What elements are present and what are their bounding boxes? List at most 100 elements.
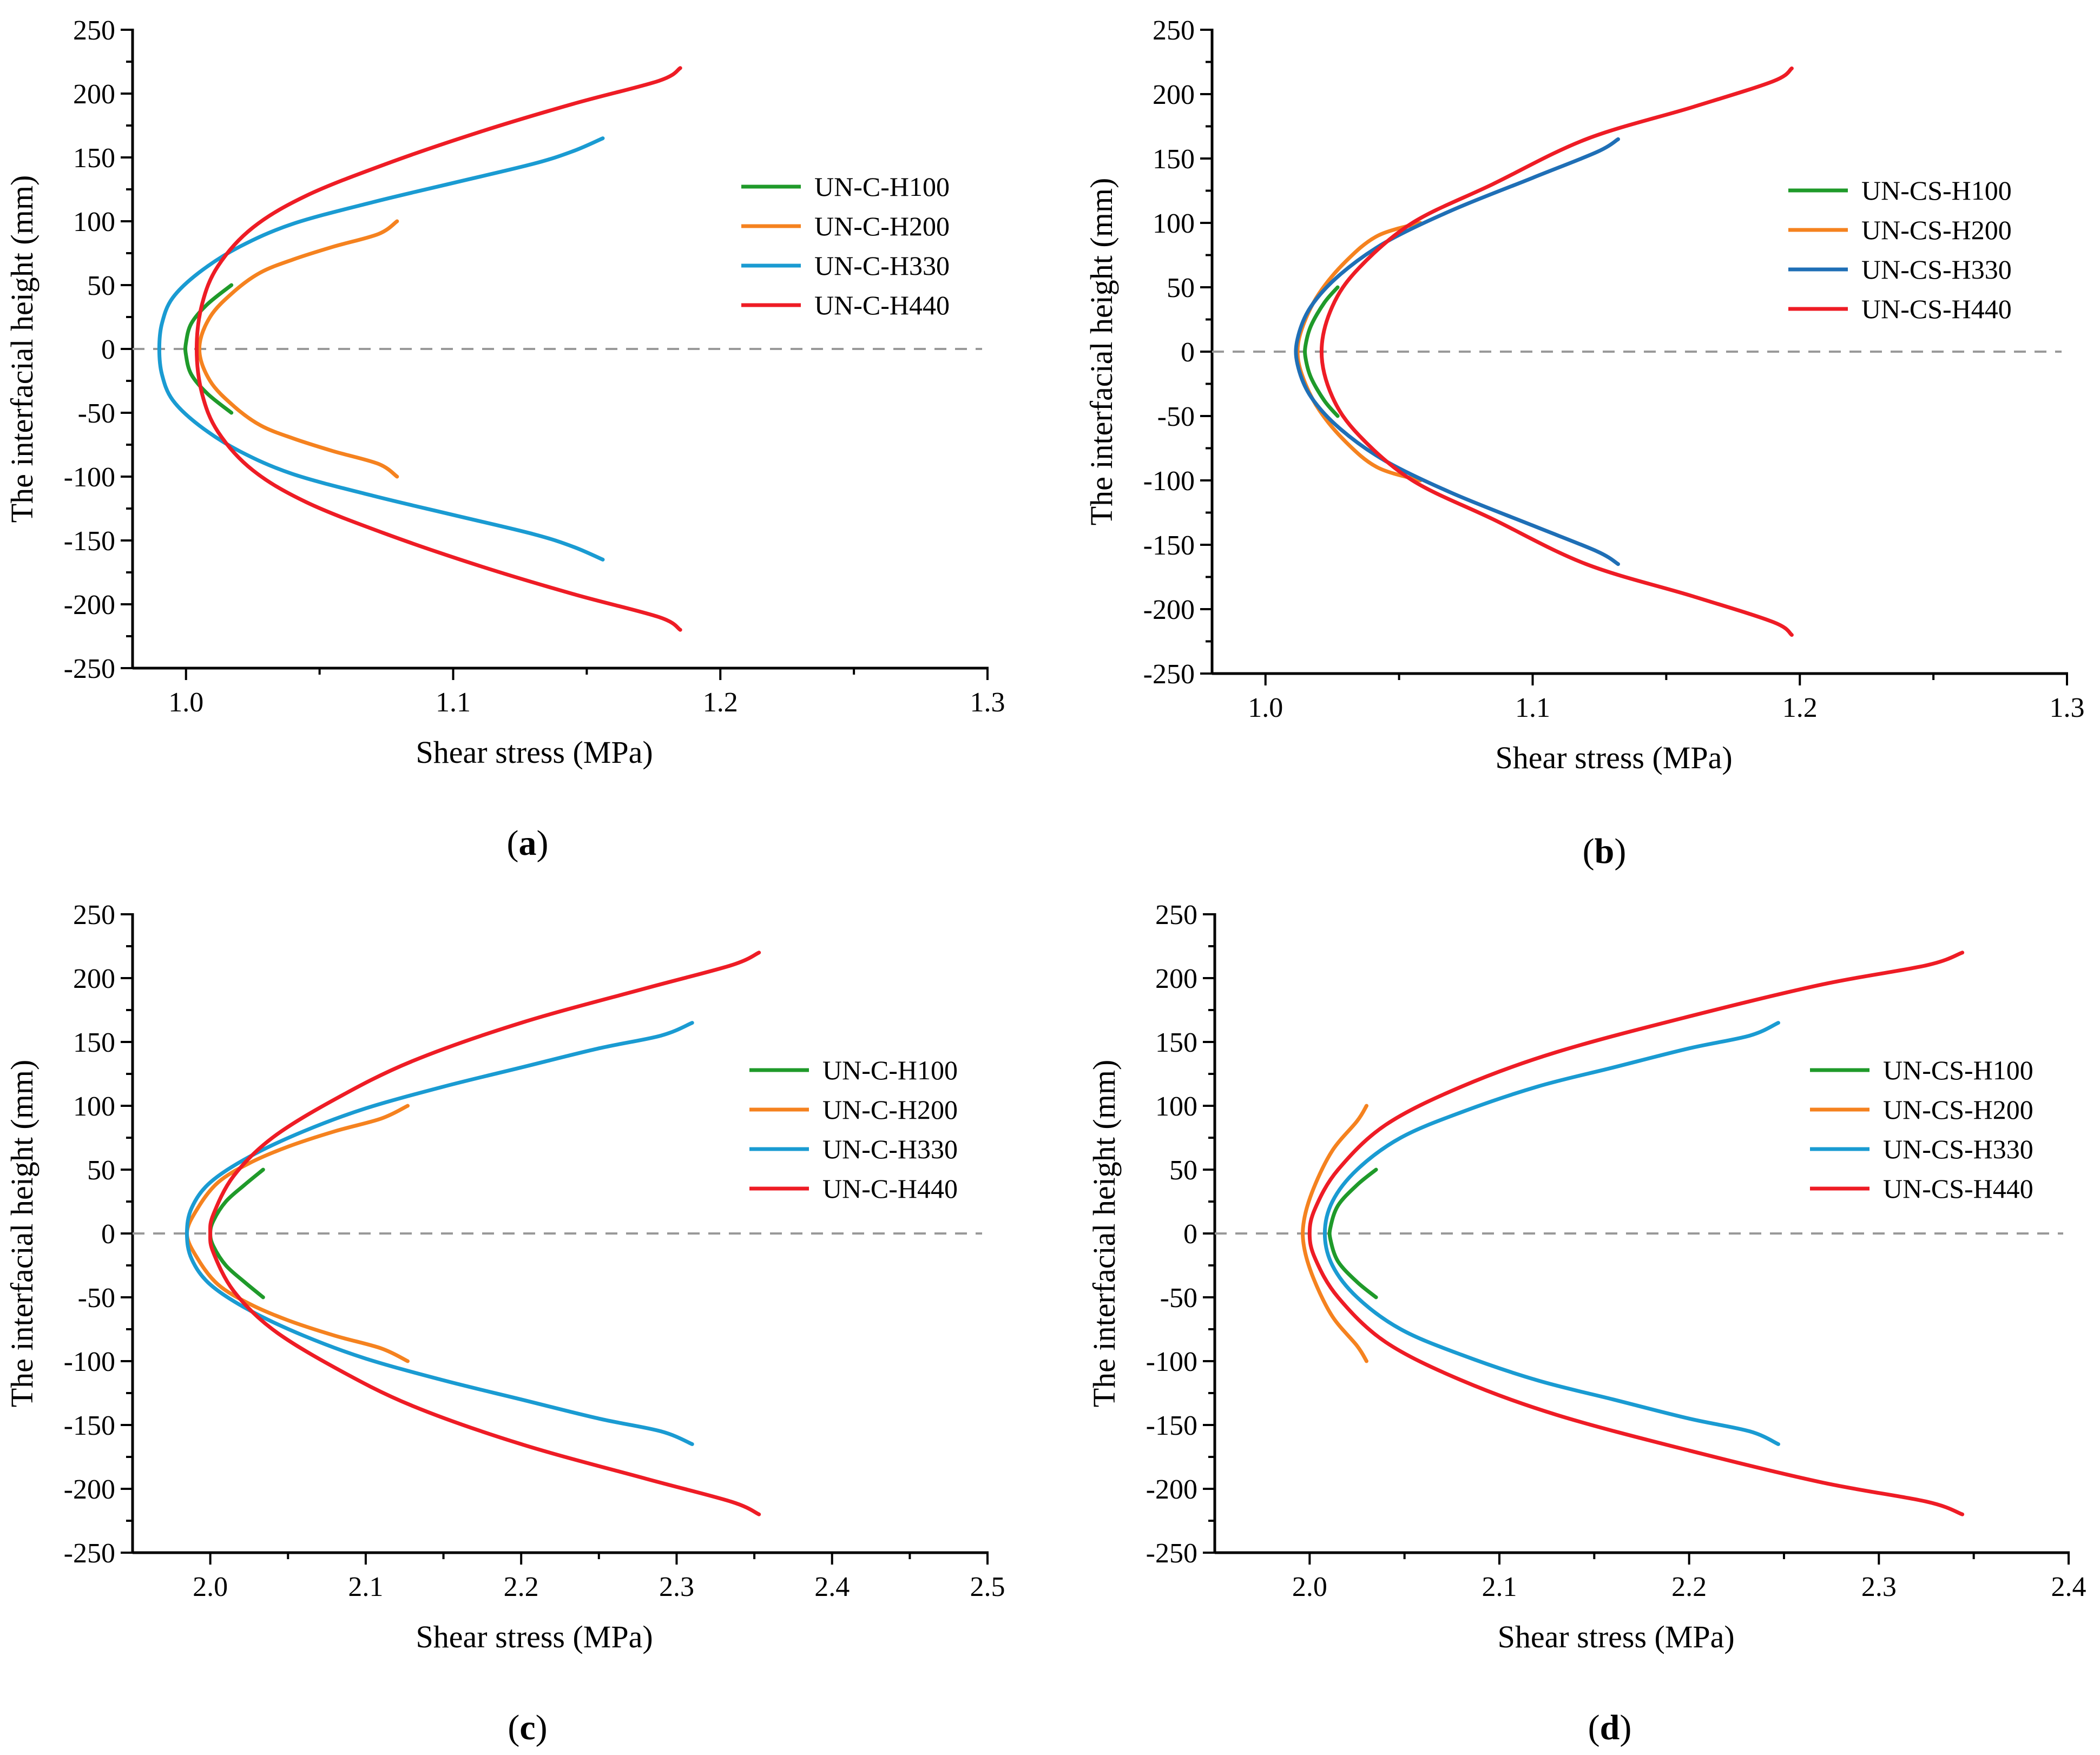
y-tick-label: 50 (1167, 273, 1195, 304)
x-axis-title: Shear stress (MPa) (1498, 1619, 1735, 1654)
y-tick-label: -250 (1146, 1538, 1197, 1569)
panel-label-letter: d (1600, 1708, 1620, 1747)
x-tick-label: 2.2 (504, 1572, 539, 1602)
y-tick-label: -200 (64, 590, 115, 621)
y-tick-label: -200 (1143, 595, 1195, 625)
y-tick-label: -50 (78, 1283, 115, 1314)
series-line-un-cs-h330 (1294, 137, 1620, 566)
legend: UN-CS-H100 UN-CS-H200 UN-CS-H330 UN-CS-H440 (1810, 1055, 2033, 1204)
y-tick-label: -150 (64, 526, 115, 557)
y-axis-title: The interfacial height (mm) (4, 1060, 40, 1408)
series-line-un-c-h440 (195, 66, 682, 632)
y-tick-label: -250 (1143, 659, 1195, 690)
x-tick-label: 1.2 (1782, 692, 1818, 723)
series-line-un-c-h330 (185, 1021, 694, 1446)
x-tick-label: 1.3 (2050, 692, 2085, 723)
y-tick-label: -50 (78, 398, 115, 429)
y-tick-label: -150 (1143, 530, 1195, 561)
legend-label: UN-CS-H200 (1861, 215, 2012, 245)
legend: UN-C-H100 UN-C-H200 UN-C-H330 UN-C-H440 (741, 171, 950, 320)
chart-panel-c: -250 -200 -150 -100 -50 0 50 100 150 200 250 2.0 2.1… (4, 900, 1005, 1747)
y-tick-label: 100 (1155, 1091, 1197, 1122)
panel-label-close: ) (537, 823, 549, 863)
y-tick-label: -250 (64, 654, 115, 684)
x-tick-label: 1.0 (1248, 692, 1283, 723)
x-tick-label: 2.2 (1671, 1572, 1707, 1602)
legend-label: UN-CS-H100 (1861, 175, 2012, 206)
chart-panel-d: -250 -200 -150 -100 -50 0 50 100 150 200 250 2.0 2.1… (1087, 900, 2086, 1747)
panel-label-letter: b (1595, 832, 1615, 871)
legend-label: UN-CS-H330 (1883, 1134, 2033, 1164)
x-tick-label: 1.3 (970, 687, 1005, 718)
series-line-un-c-h330 (157, 136, 605, 562)
y-tick-label: 200 (1155, 964, 1197, 994)
panel-label-open: ( (1588, 1708, 1600, 1747)
panel-label-close: ) (536, 1708, 548, 1747)
series-line-un-cs-h100 (1303, 285, 1340, 418)
panel-label-open: ( (507, 823, 519, 863)
y-tick-label: 0 (101, 1219, 115, 1250)
y-tick-label: -250 (64, 1538, 115, 1569)
panel-label-close: ) (1620, 1708, 1631, 1747)
y-tick-label: 50 (87, 1155, 115, 1186)
panels: -250 -200 -150 -100 -50 0 50 100 150 200 250 1.0 1.1… (4, 15, 2086, 1747)
y-tick-label: 150 (1153, 144, 1195, 175)
y-tick-label: 150 (73, 143, 115, 174)
y-tick-label: 250 (73, 15, 115, 46)
y-tick-label: 200 (1153, 80, 1195, 110)
series-line-un-cs-h440 (1319, 66, 1794, 637)
y-tick-label: 250 (1153, 15, 1195, 46)
x-axis-title: Shear stress (MPa) (416, 1619, 653, 1654)
y-tick-label: 50 (1169, 1155, 1197, 1186)
y-axis-title: The interfacial height (mm) (1084, 178, 1119, 526)
y-tick-label: -50 (1160, 1283, 1197, 1314)
panel-label-close: ) (1614, 832, 1626, 871)
chart-panel-b: -250 -200 -150 -100 -50 0 50 100 150 200 250 1.0 1.1… (1084, 15, 2085, 871)
y-tick-label: -50 (1157, 401, 1195, 432)
y-tick-label: 100 (73, 207, 115, 237)
series-line-un-c-h200 (197, 219, 399, 479)
legend-label: UN-C-H100 (814, 171, 950, 202)
y-tick-label: -200 (1146, 1474, 1197, 1505)
series-line-un-c-h440 (208, 951, 761, 1516)
y-tick-label: -100 (64, 1347, 115, 1377)
legend-label: UN-CS-H100 (1883, 1055, 2033, 1085)
x-tick-label: 2.0 (1292, 1572, 1327, 1602)
y-tick-label: 100 (73, 1091, 115, 1122)
legend: UN-C-H100 UN-C-H200 UN-C-H330 UN-C-H440 (749, 1055, 958, 1204)
x-tick-label: 2.3 (659, 1572, 694, 1602)
chart-panel-a: -250 -200 -150 -100 -50 0 50 100 150 200 250 1.0 1.1… (4, 15, 1005, 863)
panel-label-open: ( (508, 1708, 519, 1747)
y-tick-label: 200 (73, 964, 115, 994)
y-tick-label: 0 (1181, 337, 1195, 368)
panel-label-letter: a (519, 823, 537, 863)
x-tick-label: 2.3 (1861, 1572, 1897, 1602)
panel-label: (d) (1588, 1708, 1632, 1747)
legend-label: UN-C-H440 (814, 290, 950, 320)
legend-label: UN-CS-H440 (1883, 1173, 2033, 1204)
legend-label: UN-CS-H440 (1861, 294, 2012, 324)
legend-label: UN-C-H200 (822, 1094, 958, 1125)
legend-label: UN-C-H330 (822, 1134, 958, 1164)
x-tick-label: 2.5 (970, 1572, 1005, 1602)
panel-label: (b) (1583, 832, 1627, 871)
y-tick-label: 50 (87, 270, 115, 301)
y-tick-label: -100 (1143, 466, 1195, 497)
y-tick-label: 250 (73, 900, 115, 931)
legend-label: UN-C-H100 (822, 1055, 958, 1085)
y-tick-label: 0 (101, 334, 115, 365)
y-axis-title: The interfacial height (mm) (4, 175, 40, 523)
x-tick-label: 2.1 (348, 1572, 383, 1602)
x-axis-title: Shear stress (MPa) (416, 735, 653, 770)
series-line-un-cs-h330 (1322, 1021, 1780, 1446)
legend-label: UN-C-H200 (814, 211, 950, 241)
x-tick-label: 2.1 (1482, 1572, 1517, 1602)
y-tick-label: 100 (1153, 208, 1195, 239)
panel-label: (c) (508, 1708, 547, 1747)
y-tick-label: -100 (64, 462, 115, 493)
panel-label: (a) (507, 823, 549, 863)
y-tick-label: 150 (1155, 1027, 1197, 1058)
y-axis-title: The interfacial height (mm) (1087, 1060, 1122, 1408)
